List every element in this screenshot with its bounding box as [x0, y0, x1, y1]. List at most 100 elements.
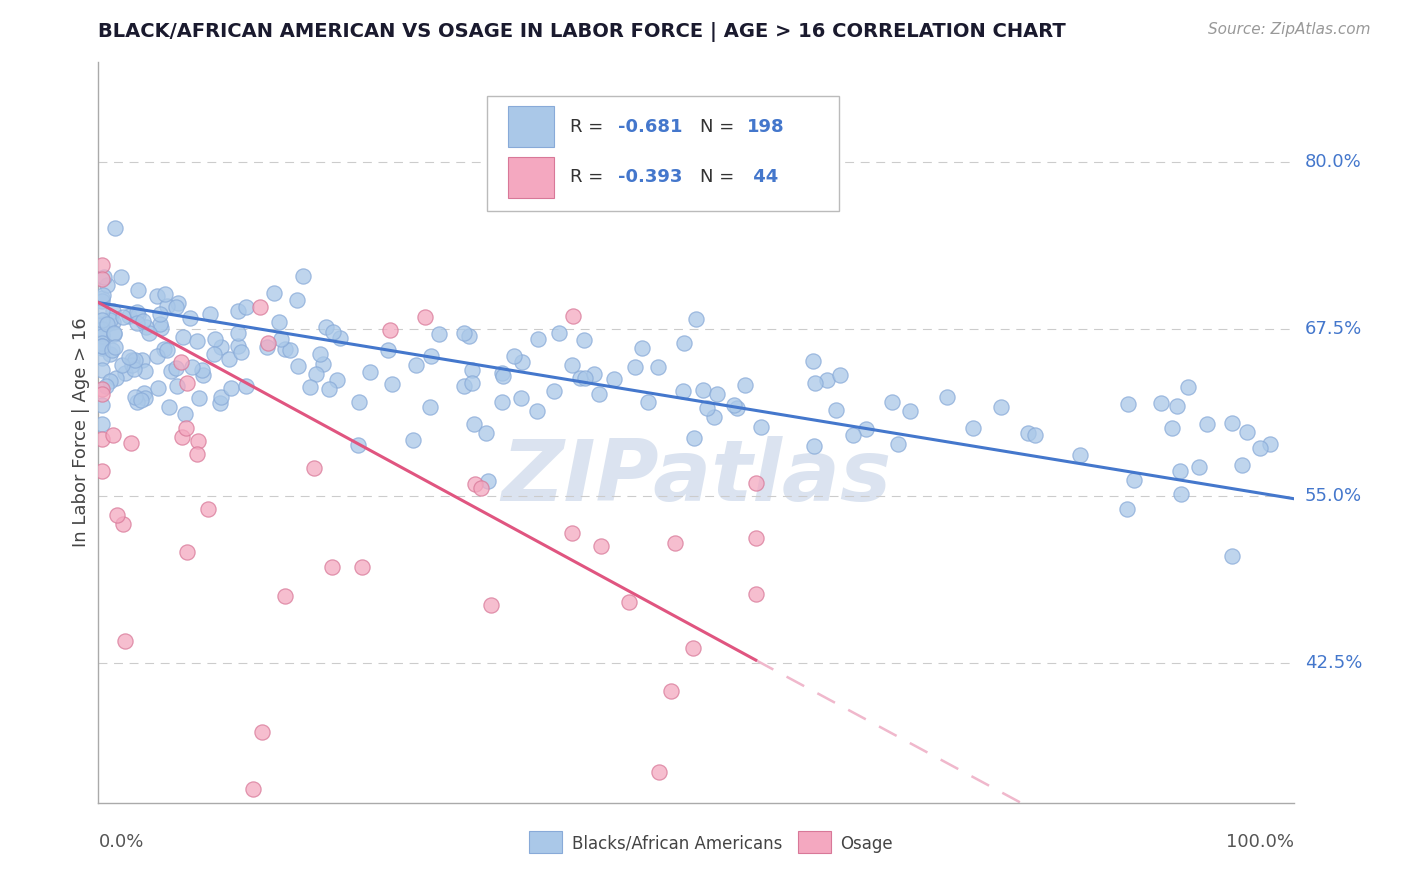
Point: [111, 516, 134, 531]
Point: [273, 589, 295, 603]
Point: [378, 324, 401, 338]
FancyBboxPatch shape: [529, 831, 562, 853]
Point: [235, 378, 257, 392]
Point: [463, 417, 485, 431]
Point: [105, 508, 128, 522]
Point: [801, 354, 824, 368]
Point: [491, 394, 513, 409]
Point: [510, 355, 533, 369]
Point: [664, 535, 686, 549]
Point: [561, 358, 583, 372]
Point: [887, 437, 910, 451]
Point: [1249, 441, 1271, 455]
Point: [672, 336, 695, 351]
Point: [127, 316, 149, 330]
Point: [146, 349, 169, 363]
Point: [682, 641, 704, 656]
Point: [91, 329, 114, 343]
Point: [135, 320, 157, 334]
Point: [101, 343, 124, 358]
Point: [402, 433, 425, 447]
Point: [815, 373, 838, 387]
Point: [148, 381, 170, 395]
Point: [647, 765, 669, 780]
Point: [204, 332, 226, 346]
Point: [235, 300, 257, 314]
Point: [589, 539, 612, 553]
Point: [91, 322, 114, 336]
Point: [121, 358, 143, 372]
Point: [1017, 425, 1039, 440]
Point: [131, 314, 153, 328]
Point: [1220, 416, 1243, 430]
Point: [527, 332, 550, 346]
Text: 0.0%: 0.0%: [98, 833, 143, 851]
Point: [1195, 417, 1218, 431]
Text: 198: 198: [748, 118, 785, 136]
Point: [278, 343, 301, 358]
Point: [302, 461, 325, 475]
Point: [419, 400, 441, 414]
Text: N =: N =: [700, 169, 734, 186]
Point: [91, 341, 114, 355]
Point: [165, 361, 187, 376]
Point: [1236, 425, 1258, 440]
Point: [91, 382, 114, 396]
Point: [734, 378, 756, 392]
Point: [103, 427, 125, 442]
Point: [481, 598, 503, 612]
Point: [91, 386, 114, 401]
Point: [461, 363, 484, 377]
Point: [160, 364, 183, 378]
Point: [114, 366, 136, 380]
Point: [91, 433, 114, 447]
Point: [91, 398, 114, 412]
Point: [405, 358, 427, 372]
Point: [91, 258, 114, 272]
Point: [256, 340, 278, 354]
Point: [91, 335, 114, 350]
Point: [249, 300, 271, 314]
Point: [329, 331, 352, 345]
Point: [165, 300, 187, 314]
Text: R =: R =: [571, 169, 603, 186]
Point: [548, 326, 571, 341]
Point: [131, 393, 153, 408]
Point: [309, 346, 332, 360]
Point: [228, 326, 250, 340]
Point: [491, 366, 513, 380]
Point: [1118, 397, 1140, 411]
Point: [91, 351, 114, 365]
Point: [121, 352, 143, 367]
Point: [172, 430, 194, 444]
Point: [692, 383, 714, 397]
Point: [637, 395, 659, 409]
Point: [125, 305, 148, 319]
Point: [583, 368, 606, 382]
Point: [420, 349, 443, 363]
Point: [543, 384, 565, 398]
Point: [91, 339, 114, 353]
Point: [91, 363, 114, 377]
Point: [124, 390, 146, 404]
Point: [723, 398, 745, 412]
Text: 100.0%: 100.0%: [1226, 833, 1294, 851]
Point: [1024, 428, 1046, 442]
Point: [252, 725, 274, 739]
Point: [464, 476, 486, 491]
Point: [803, 439, 825, 453]
Point: [156, 343, 179, 358]
Point: [110, 270, 132, 285]
Point: [153, 342, 176, 356]
Point: [1069, 448, 1091, 462]
Point: [149, 307, 172, 321]
Point: [562, 309, 585, 323]
Point: [1161, 421, 1184, 435]
Point: [149, 317, 172, 331]
Point: [672, 384, 695, 399]
Text: R =: R =: [571, 118, 603, 136]
Point: [103, 326, 125, 340]
Point: [170, 355, 193, 369]
Text: Osage: Osage: [841, 835, 893, 853]
Point: [381, 377, 404, 392]
